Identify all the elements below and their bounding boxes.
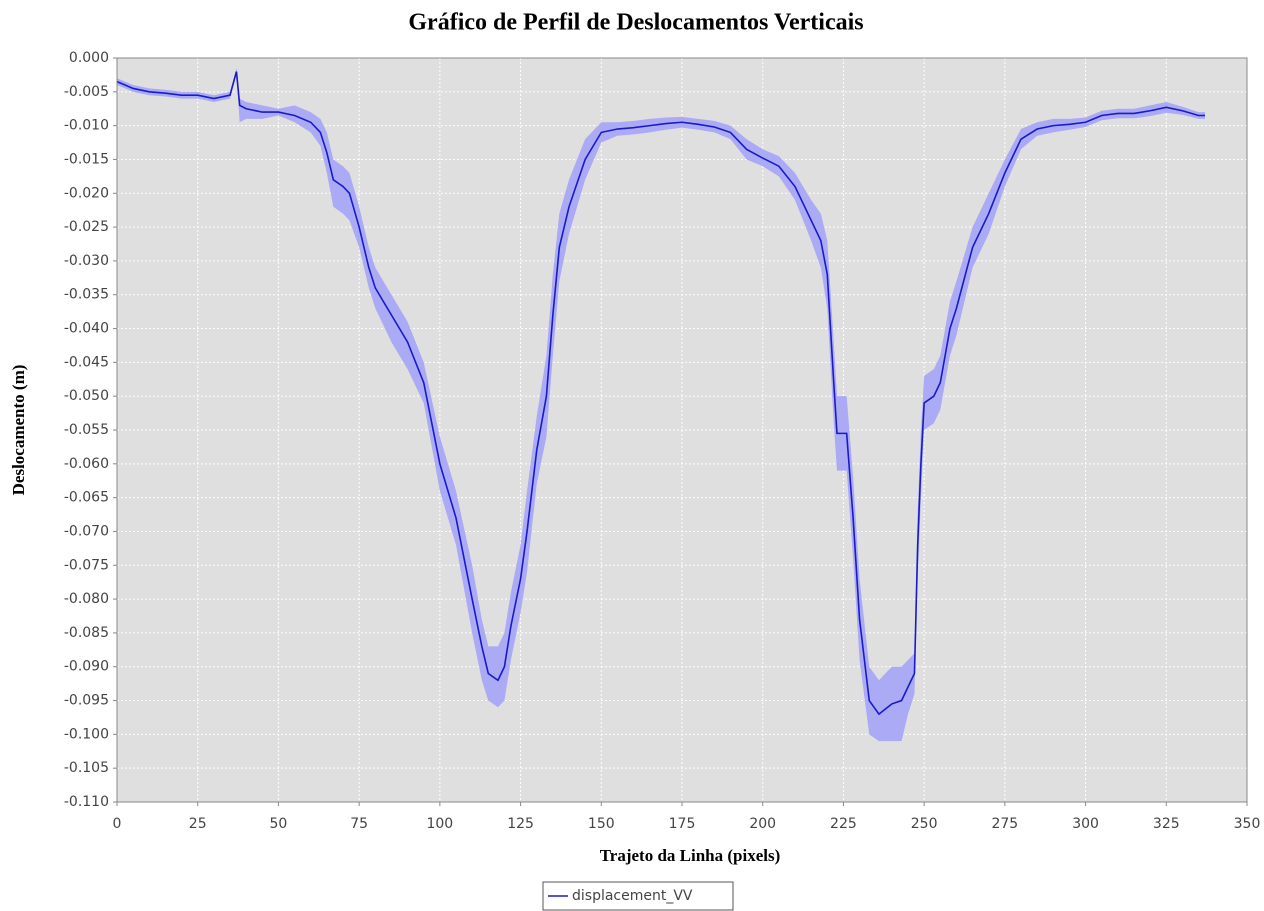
y-tick-label: -0.105: [64, 760, 109, 776]
y-tick-label: -0.005: [64, 84, 109, 100]
y-tick-label: -0.095: [64, 693, 109, 709]
x-tick-label: 175: [669, 816, 696, 832]
x-tick-label: 275: [991, 816, 1018, 832]
y-tick-label: -0.075: [64, 557, 109, 573]
y-tick-label: -0.080: [64, 591, 109, 607]
x-tick-label: 0: [113, 816, 122, 832]
y-tick-label: -0.055: [64, 422, 109, 438]
x-tick-label: 125: [507, 816, 534, 832]
y-tick-label: -0.090: [64, 659, 109, 675]
x-tick-label: 325: [1153, 816, 1180, 832]
y-tick-label: -0.085: [64, 625, 109, 641]
series-line: [116, 71, 1206, 716]
x-tick-label: 300: [1072, 816, 1099, 832]
x-tick-label: 250: [911, 816, 938, 832]
x-tick-label: 50: [270, 816, 288, 832]
y-axis-label: Deslocamento (m): [9, 365, 28, 496]
x-tick-label: 350: [1234, 816, 1261, 832]
y-tick-label: -0.040: [64, 321, 109, 337]
y-tick-label: -0.050: [64, 388, 109, 404]
y-tick-label: -0.025: [64, 219, 109, 235]
y-tick-label: -0.060: [64, 456, 109, 472]
y-tick-label: -0.045: [64, 354, 109, 370]
x-tick-label: 100: [426, 816, 453, 832]
legend-box: [542, 881, 734, 911]
x-tick-label: 150: [588, 816, 615, 832]
x-tick-label: 75: [350, 816, 368, 832]
y-tick-label: -0.100: [64, 726, 109, 742]
x-axis-label: Trajeto da Linha (pixels): [600, 846, 781, 865]
y-tick-label: -0.015: [64, 151, 109, 167]
y-tick-label: 0.000: [69, 50, 109, 66]
y-tick-label: -0.065: [64, 490, 109, 506]
x-tick-label: 225: [830, 816, 857, 832]
y-tick-label: -0.110: [64, 794, 109, 810]
legend: displacement_VV: [542, 881, 734, 911]
x-tick-label: 25: [189, 816, 207, 832]
y-tick-label: -0.020: [64, 185, 109, 201]
x-tick-label: 200: [749, 816, 776, 832]
chart-title: Gráfico de Perfil de Deslocamentos Verti…: [408, 10, 863, 36]
y-tick-label: -0.030: [64, 253, 109, 269]
y-tick-label: -0.035: [64, 287, 109, 303]
y-tick-label: -0.010: [64, 118, 109, 134]
legend-label: displacement_VV: [572, 888, 693, 904]
y-tick-label: -0.070: [64, 523, 109, 539]
